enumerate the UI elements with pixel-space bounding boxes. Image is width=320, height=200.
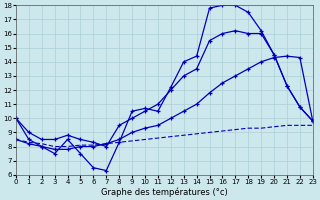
X-axis label: Graphe des températures (°c): Graphe des températures (°c) [101, 188, 228, 197]
